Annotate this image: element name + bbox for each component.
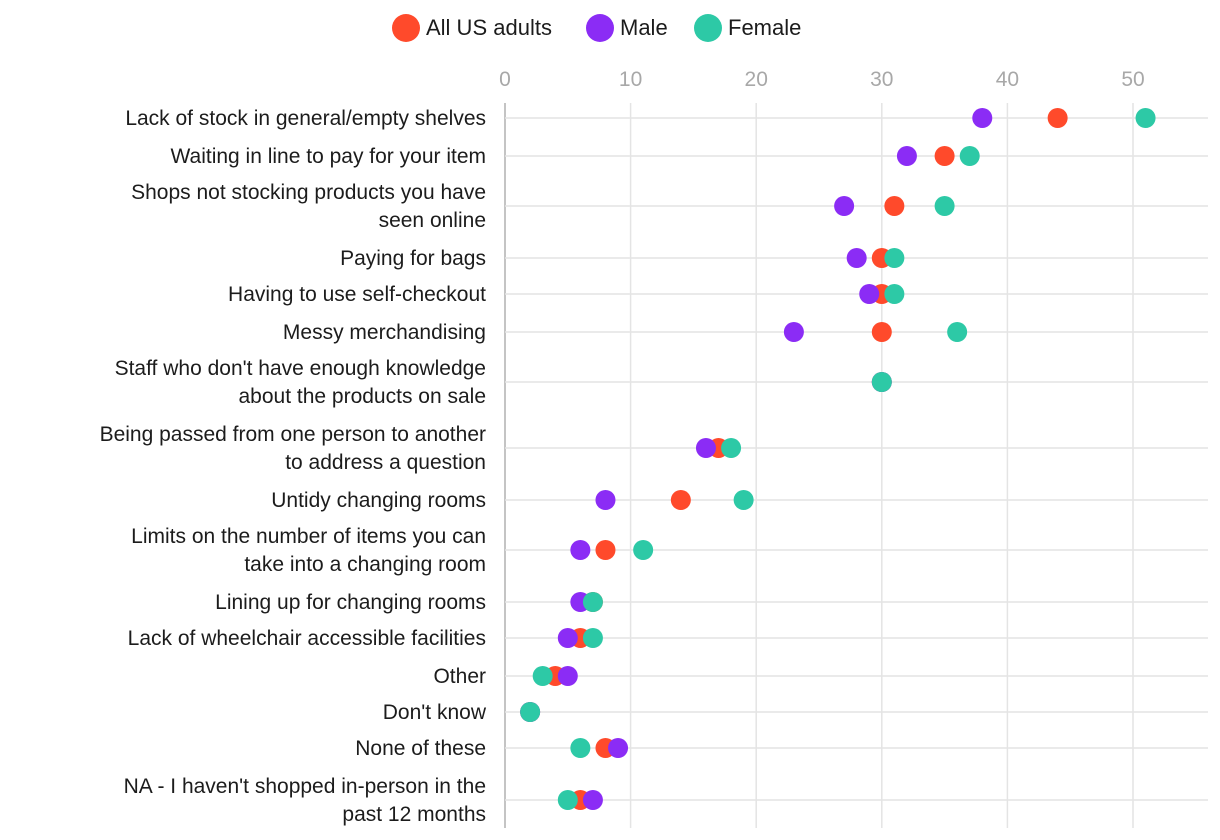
x-axis-ticks: 0 10 20 30 40 50 <box>499 68 1145 91</box>
dot-male-12 <box>557 666 578 686</box>
legend-label-male: Male <box>620 15 668 40</box>
category-label-5: Messy merchandising <box>283 321 486 344</box>
legend: All US adults Male Female <box>392 14 801 42</box>
dot-female-13 <box>520 702 541 722</box>
dot-female-0 <box>1135 108 1156 128</box>
dot-male-3 <box>846 248 867 268</box>
legend-marker-female <box>694 14 722 42</box>
dot-female-12 <box>532 666 553 686</box>
dot-all-us-adults-2 <box>884 196 905 216</box>
dot-male-2 <box>834 196 855 216</box>
dot-female-5 <box>947 322 968 342</box>
legend-label-female: Female <box>728 15 801 40</box>
dot-female-3 <box>884 248 905 268</box>
category-label-1: Waiting in line to pay for your item <box>170 145 486 168</box>
category-label-8: Untidy changing rooms <box>271 489 486 512</box>
category-label-4: Having to use self-checkout <box>228 283 486 306</box>
dot-female-11 <box>582 628 603 648</box>
x-tick-label-5: 50 <box>1121 68 1144 91</box>
dot-female-9 <box>633 540 654 560</box>
dot-all-us-adults-0 <box>1047 108 1068 128</box>
x-tick-label-2: 20 <box>745 68 768 91</box>
dot-female-14 <box>570 738 591 758</box>
dot-female-1 <box>959 146 980 166</box>
data-points <box>520 108 1156 810</box>
category-label-10: Lining up for changing rooms <box>215 591 486 614</box>
category-label-14: None of these <box>355 737 486 760</box>
dot-male-1 <box>896 146 917 166</box>
dot-male-14 <box>608 738 629 758</box>
dot-female-10 <box>582 592 603 612</box>
category-label-15-line-0: NA - I haven't shopped in-person in the <box>124 775 486 798</box>
x-tick-label-1: 10 <box>619 68 642 91</box>
category-label-6-line-0: Staff who don't have enough knowledge <box>115 357 486 380</box>
category-label-13: Don't know <box>383 701 487 724</box>
dot-all-us-adults-5 <box>871 322 892 342</box>
legend-label-all-us-adults: All US adults <box>426 15 552 40</box>
dot-male-0 <box>972 108 993 128</box>
category-label-11: Lack of wheelchair accessible facilities <box>128 627 486 650</box>
dot-male-9 <box>570 540 591 560</box>
category-label-3: Paying for bags <box>340 247 486 270</box>
category-label-2-line-1: seen online <box>379 209 486 232</box>
dot-all-us-adults-9 <box>595 540 616 560</box>
grid <box>504 103 1208 828</box>
dot-all-us-adults-1 <box>934 146 955 166</box>
x-tick-label-3: 30 <box>870 68 893 91</box>
category-label-9-line-0: Limits on the number of items you can <box>131 525 486 548</box>
x-tick-label-0: 0 <box>499 68 511 91</box>
category-label-6-line-1: about the products on sale <box>238 385 486 408</box>
dot-female-15 <box>557 790 578 810</box>
category-label-15-line-1: past 12 months <box>342 803 486 826</box>
dot-all-us-adults-8 <box>670 490 691 510</box>
dot-male-8 <box>595 490 616 510</box>
category-label-9-line-1: take into a changing room <box>244 553 486 576</box>
category-label-7-line-0: Being passed from one person to another <box>100 423 486 446</box>
category-label-7-line-1: to address a question <box>285 451 486 474</box>
category-label-2-line-0: Shops not stocking products you have <box>131 181 486 204</box>
legend-marker-male <box>586 14 614 42</box>
dot-female-4 <box>884 284 905 304</box>
x-tick-label-4: 40 <box>996 68 1019 91</box>
dot-female-2 <box>934 196 955 216</box>
dot-male-7 <box>695 438 716 458</box>
category-labels: Lack of stock in general/empty shelves Wa… <box>100 107 487 826</box>
dot-female-8 <box>733 490 754 510</box>
dot-female-6 <box>871 372 892 392</box>
legend-marker-all-us-adults <box>392 14 420 42</box>
dot-male-15 <box>582 790 603 810</box>
category-label-12: Other <box>433 665 486 688</box>
dot-male-4 <box>859 284 880 304</box>
dot-male-5 <box>783 322 804 342</box>
dot-male-11 <box>557 628 578 648</box>
category-label-0: Lack of stock in general/empty shelves <box>125 107 486 130</box>
dot-female-7 <box>721 438 742 458</box>
